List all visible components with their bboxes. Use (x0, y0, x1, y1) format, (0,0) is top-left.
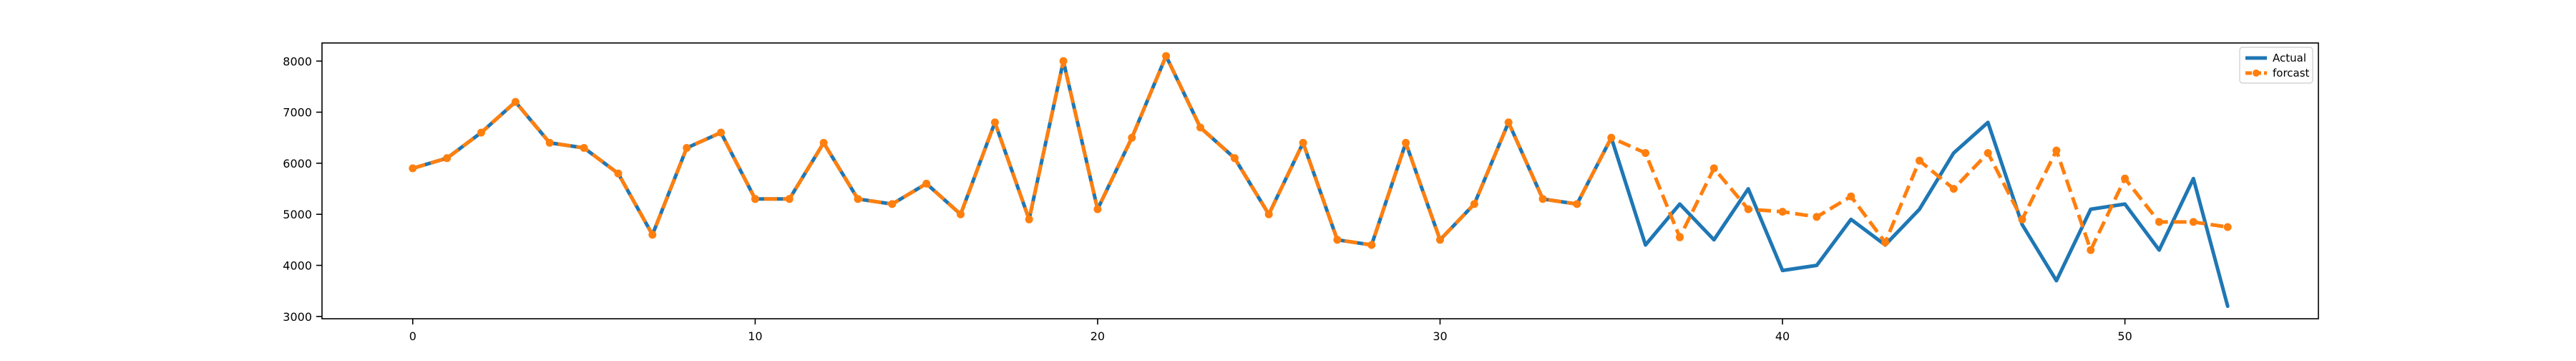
forcast-point (1813, 213, 1821, 221)
x-tick-label: 10 (748, 329, 762, 343)
forcast-point (1402, 138, 1410, 147)
forcast-point (1162, 52, 1171, 60)
x-tick-label: 40 (1775, 329, 1790, 343)
forcast-point (477, 128, 485, 137)
forcast-point (1436, 236, 1444, 244)
forcast-point (717, 128, 725, 137)
y-tick-label: 3000 (283, 310, 312, 324)
forcast-point (1025, 215, 1033, 223)
forcast-point (922, 179, 931, 188)
forcast-point (1093, 205, 1102, 213)
y-tick-label: 5000 (283, 208, 312, 221)
forcast-point (1881, 238, 1890, 246)
forcast-point (2189, 218, 2197, 226)
forcast-point (819, 138, 828, 147)
legend: Actual forcast (2239, 47, 2313, 84)
forcast-point (545, 138, 554, 147)
forcast-point (2052, 146, 2061, 155)
axis-ticks: 0 10 20 30 40 50 3000 4000 5000 6000 7000 8000 (283, 54, 2132, 343)
y-tick-label: 7000 (283, 106, 312, 120)
series-line-forcast (412, 54, 2228, 252)
forcast-point (2121, 174, 2129, 183)
y-tick-label: 8000 (283, 54, 312, 68)
forcast-point (751, 195, 759, 203)
forcast-point (1367, 241, 1376, 249)
forcast-point (1744, 205, 1752, 213)
x-tick-label: 30 (1433, 329, 1447, 343)
x-tick-label: 0 (409, 329, 416, 343)
x-tick-label: 50 (2117, 329, 2132, 343)
forcast-point (957, 210, 965, 218)
forcast-point (1196, 123, 1204, 132)
forcast-point (2155, 218, 2163, 226)
forcast-point (580, 144, 588, 152)
forcast-point (1676, 233, 1684, 241)
forcast-point (2223, 223, 2232, 231)
forcast-point (1641, 149, 1650, 158)
forcast-point (409, 164, 417, 173)
forcast-point (1333, 236, 1342, 244)
forcast-point (1709, 164, 1718, 173)
y-tick-label: 4000 (283, 259, 312, 272)
forcast-point (614, 169, 623, 178)
forcast-point (1949, 185, 1958, 193)
forcast-point (1264, 210, 1273, 218)
forcast-point (1230, 154, 1239, 163)
forcast-point (1128, 133, 1136, 142)
forcast-point (1573, 200, 1581, 208)
forcast-point (1299, 138, 1307, 147)
forcast-point (1470, 200, 1478, 208)
x-tick-label: 20 (1091, 329, 1105, 343)
forcast-point (1847, 192, 1855, 201)
legend-label-forcast: forcast (2273, 67, 2310, 80)
forcast-point (854, 195, 862, 203)
forcast-point (785, 195, 794, 203)
forcast-point (1538, 195, 1547, 203)
forcast-point (1916, 156, 1923, 165)
forcast-point (990, 118, 999, 127)
forcast-point (1504, 118, 1513, 127)
forcast-point (888, 200, 897, 208)
forcast-point (1984, 149, 1992, 158)
forcast-point (648, 231, 657, 239)
plot-area (409, 52, 2232, 308)
legend-label-actual: Actual (2273, 52, 2306, 64)
forcast-point (2018, 215, 2026, 223)
y-tick-label: 6000 (283, 157, 312, 170)
forcast-point (443, 154, 452, 163)
forcast-point (683, 144, 691, 152)
forcast-point (511, 97, 519, 106)
forcast-point (2087, 246, 2095, 254)
legend-marker-forcast (2253, 69, 2260, 77)
forcast-point (1059, 57, 1068, 65)
forcast-point (1607, 133, 1616, 142)
forcast-point (1778, 208, 1787, 216)
axes-frame (321, 42, 2319, 319)
